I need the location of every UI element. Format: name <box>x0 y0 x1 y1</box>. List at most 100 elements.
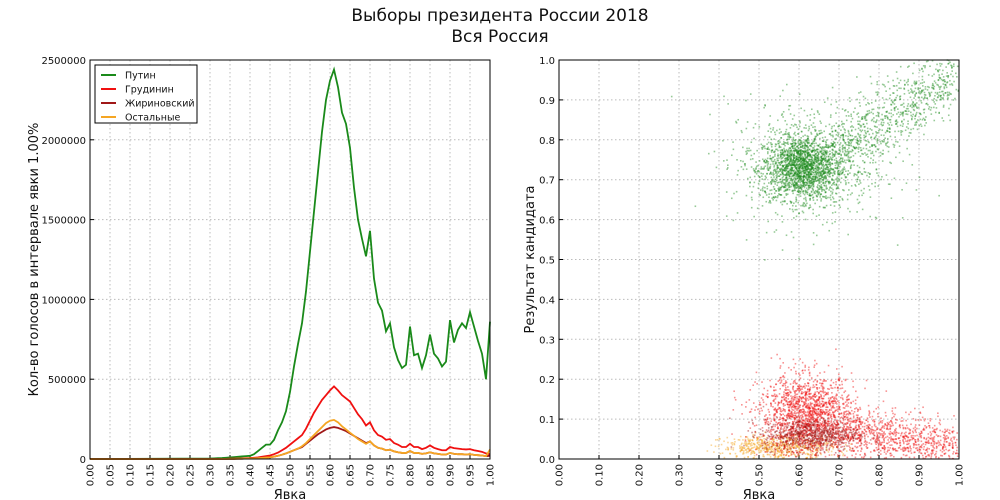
y-tick-label: 0.6 <box>539 216 555 227</box>
x-tick-label: 0.40 <box>246 464 257 486</box>
scatter-point <box>863 126 866 128</box>
scatter-point <box>794 131 796 134</box>
scatter-point <box>793 139 795 142</box>
scatter-point <box>813 149 816 151</box>
scatter-point <box>827 166 829 169</box>
scatter-point <box>820 393 822 396</box>
scatter-point <box>813 162 816 165</box>
scatter-point <box>800 149 802 151</box>
scatter-point <box>784 150 786 153</box>
scatter-point <box>802 158 805 160</box>
x-tick-label: 0.80 <box>875 464 886 486</box>
scatter-point <box>792 434 795 436</box>
scatter-point <box>807 399 810 401</box>
scatter-point <box>763 160 765 162</box>
scatter-point <box>890 103 893 106</box>
scatter-point <box>829 405 832 407</box>
scatter-point <box>828 163 830 166</box>
scatter-point <box>787 155 790 158</box>
scatter-point <box>799 151 802 153</box>
scatter-point <box>864 387 866 390</box>
scatter-point <box>833 422 836 425</box>
scatter-point <box>812 380 815 383</box>
scatter-point <box>785 172 788 175</box>
scatter-point <box>913 105 915 108</box>
scatter-point <box>800 160 802 163</box>
scatter-point <box>785 169 788 172</box>
scatter-point <box>788 177 791 180</box>
scatter-point <box>895 71 898 73</box>
scatter-point <box>781 442 784 445</box>
scatter-point <box>822 151 824 154</box>
scatter-point <box>883 84 885 86</box>
scatter-point <box>880 118 882 121</box>
scatter-point <box>874 136 877 138</box>
scatter-point <box>810 179 813 182</box>
scatter-point <box>844 416 846 418</box>
scatter-point <box>779 357 781 360</box>
scatter-point <box>801 443 803 445</box>
scatter-point <box>781 450 783 453</box>
scatter-point <box>816 420 819 422</box>
scatter-point <box>875 217 878 220</box>
scatter-point <box>758 170 761 173</box>
scatter-point <box>790 164 793 166</box>
scatter-point <box>789 163 791 165</box>
scatter-point <box>816 169 819 172</box>
scatter-point <box>766 450 769 452</box>
scatter-point <box>787 182 790 185</box>
scatter-point <box>826 97 829 99</box>
scatter-point <box>784 186 787 189</box>
scatter-point <box>800 204 802 207</box>
scatter-point <box>830 190 832 193</box>
scatter-point <box>793 184 795 187</box>
scatter-point <box>791 427 794 430</box>
scatter-point <box>771 448 774 450</box>
scatter-point <box>801 184 804 187</box>
scatter-point <box>806 158 808 160</box>
scatter-point <box>770 357 773 359</box>
scatter-point <box>859 136 861 139</box>
scatter-point <box>828 169 831 172</box>
scatter-point <box>866 127 869 130</box>
scatter-point <box>874 145 877 148</box>
scatter-point <box>784 160 787 162</box>
scatter-point <box>801 167 804 169</box>
scatter-point <box>828 159 830 162</box>
scatter-point <box>795 149 798 152</box>
scatter-point <box>828 175 830 178</box>
scatter-point <box>776 411 778 413</box>
scatter-point <box>780 435 783 438</box>
scatter-point <box>739 159 742 162</box>
scatter-point <box>887 183 890 185</box>
scatter-point <box>808 407 811 409</box>
scatter-point <box>824 180 827 183</box>
scatter-point <box>832 143 834 145</box>
scatter-point <box>773 176 775 178</box>
scatter-point <box>856 98 858 101</box>
scatter-point <box>808 392 811 395</box>
scatter-point <box>802 211 805 214</box>
scatter-point <box>782 416 784 419</box>
scatter-point <box>798 396 801 398</box>
scatter-point <box>739 450 742 452</box>
scatter-point <box>781 456 784 459</box>
scatter-point <box>804 163 806 165</box>
scatter-point <box>822 140 825 143</box>
scatter-point <box>840 412 843 415</box>
scatter-point <box>848 142 850 145</box>
scatter-point <box>782 166 784 168</box>
scatter-point <box>840 120 843 123</box>
scatter-point <box>914 82 917 84</box>
scatter-point <box>799 159 802 161</box>
scatter-point <box>832 182 834 185</box>
scatter-point <box>864 115 867 118</box>
scatter-point <box>823 403 825 405</box>
scatter-point <box>807 434 810 436</box>
scatter-point <box>820 155 823 158</box>
scatter-point <box>942 79 945 81</box>
scatter-point <box>845 143 848 146</box>
scatter-point <box>725 215 728 217</box>
scatter-point <box>853 173 856 175</box>
scatter-point <box>793 156 795 159</box>
